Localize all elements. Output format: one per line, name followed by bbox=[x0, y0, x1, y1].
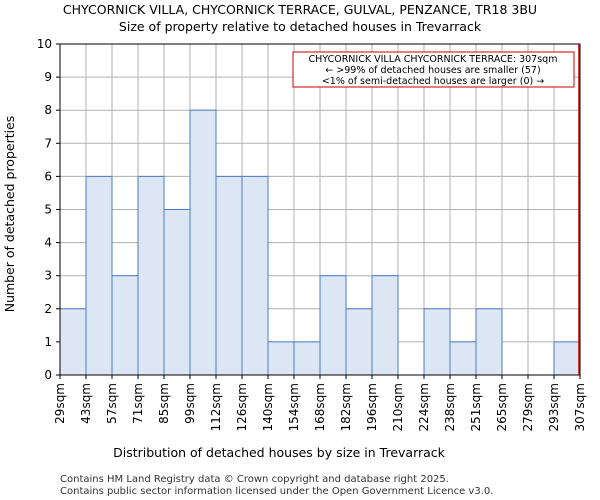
annotation-line-2: ← >99% of detached houses are smaller (5… bbox=[325, 65, 540, 76]
x-tick-label: 29sqm bbox=[53, 383, 67, 424]
x-tick-label: 154sqm bbox=[287, 383, 301, 431]
annotation-box: CHYCORNICK VILLA CHYCORNICK TERRACE: 307… bbox=[292, 51, 575, 88]
y-tick-label: 10 bbox=[37, 37, 52, 51]
x-tick-label: 85sqm bbox=[157, 383, 171, 424]
histogram-bar bbox=[241, 175, 269, 376]
x-tick-label: 196sqm bbox=[365, 383, 379, 431]
x-tick-label: 112sqm bbox=[209, 383, 223, 431]
x-tick-label: 168sqm bbox=[313, 383, 327, 431]
histogram-bar bbox=[319, 275, 347, 376]
y-tick-labels: 0 1 2 3 4 5 6 7 8 9 10 bbox=[37, 37, 60, 382]
x-tick-label: 71sqm bbox=[131, 383, 145, 424]
histogram-bar bbox=[267, 341, 295, 376]
y-tick-label: 1 bbox=[44, 335, 52, 349]
chart-title: CHYCORNICK VILLA, CHYCORNICK TERRACE, GU… bbox=[63, 2, 537, 17]
histogram-bar bbox=[371, 275, 399, 376]
x-tick-label: 251sqm bbox=[469, 383, 483, 431]
footer-line-2: Contains public sector information licen… bbox=[60, 486, 493, 497]
annotation-line-1: CHYCORNICK VILLA CHYCORNICK TERRACE: 307… bbox=[309, 54, 558, 65]
x-tick-label: 224sqm bbox=[417, 383, 431, 431]
histogram-bar bbox=[293, 341, 321, 376]
y-tick-label: 0 bbox=[44, 368, 52, 382]
chart-subtitle: Size of property relative to detached ho… bbox=[119, 19, 482, 34]
annotation-line-3: <1% of semi-detached houses are larger (… bbox=[322, 76, 544, 87]
annotation-frame bbox=[292, 51, 575, 88]
x-tick-label: 43sqm bbox=[79, 383, 93, 424]
histogram-bar bbox=[215, 175, 243, 376]
histogram-bar bbox=[423, 308, 451, 376]
histogram-bar bbox=[137, 175, 165, 376]
x-tick-label: 182sqm bbox=[339, 383, 353, 431]
y-tick-label: 4 bbox=[44, 236, 52, 250]
y-tick-label: 2 bbox=[44, 302, 52, 316]
y-tick-label: 9 bbox=[44, 70, 52, 84]
x-tick-labels: 29sqm 43sqm 57sqm 71sqm 85sqm 99sqm 112sqm 126s… bbox=[53, 375, 587, 431]
histogram-bar bbox=[475, 308, 503, 376]
y-tick-label: 6 bbox=[44, 169, 52, 183]
plot-frame bbox=[59, 43, 581, 376]
histogram-bar bbox=[345, 308, 373, 376]
histogram-bar bbox=[85, 175, 113, 376]
x-tick-label: 265sqm bbox=[495, 383, 509, 431]
x-tick-label: 293sqm bbox=[547, 383, 561, 431]
x-tick-label: 307sqm bbox=[573, 383, 587, 431]
bars bbox=[59, 109, 581, 376]
histogram-bar bbox=[449, 341, 477, 376]
histogram-bar bbox=[111, 275, 139, 376]
histogram-bar bbox=[189, 109, 217, 376]
y-tick-label: 7 bbox=[44, 136, 52, 150]
x-tick-label: 210sqm bbox=[391, 383, 405, 431]
x-tick-label: 140sqm bbox=[261, 383, 275, 431]
y-tick-label: 3 bbox=[44, 269, 52, 283]
x-tick-label: 126sqm bbox=[235, 383, 249, 431]
x-tick-label: 238sqm bbox=[443, 383, 457, 431]
x-tick-label: 279sqm bbox=[521, 383, 535, 431]
histogram-bar bbox=[163, 209, 191, 376]
histogram-bar bbox=[59, 308, 87, 376]
histogram-bar bbox=[553, 341, 581, 376]
x-tick-label: 99sqm bbox=[183, 383, 197, 424]
y-axis-label: Number of detached properties bbox=[2, 116, 17, 313]
y-tick-label: 8 bbox=[44, 103, 52, 117]
footer-line-1: Contains HM Land Registry data © Crown c… bbox=[60, 474, 449, 485]
x-tick-label: 57sqm bbox=[105, 383, 119, 424]
x-axis-label: Distribution of detached houses by size … bbox=[113, 445, 446, 460]
y-tick-label: 5 bbox=[44, 203, 52, 217]
